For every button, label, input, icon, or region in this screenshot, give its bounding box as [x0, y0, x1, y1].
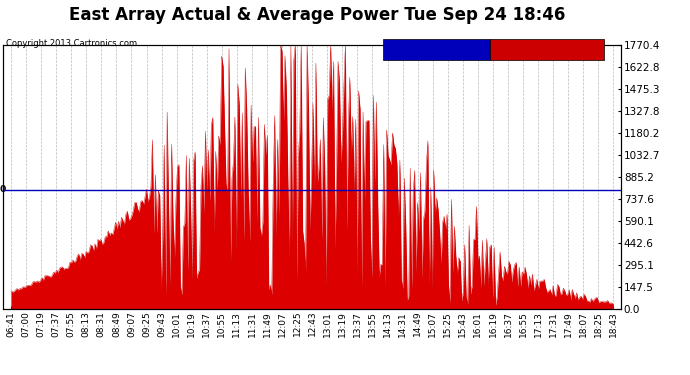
Text: Copyright 2013 Cartronics.com: Copyright 2013 Cartronics.com [6, 39, 137, 48]
Text: East Array  (DC Watts): East Array (DC Watts) [490, 45, 604, 54]
Text: Average  (DC Watts): Average (DC Watts) [385, 45, 488, 54]
Text: East Array Actual & Average Power Tue Sep 24 18:46: East Array Actual & Average Power Tue Se… [69, 6, 566, 24]
Text: 801.00: 801.00 [0, 185, 6, 194]
